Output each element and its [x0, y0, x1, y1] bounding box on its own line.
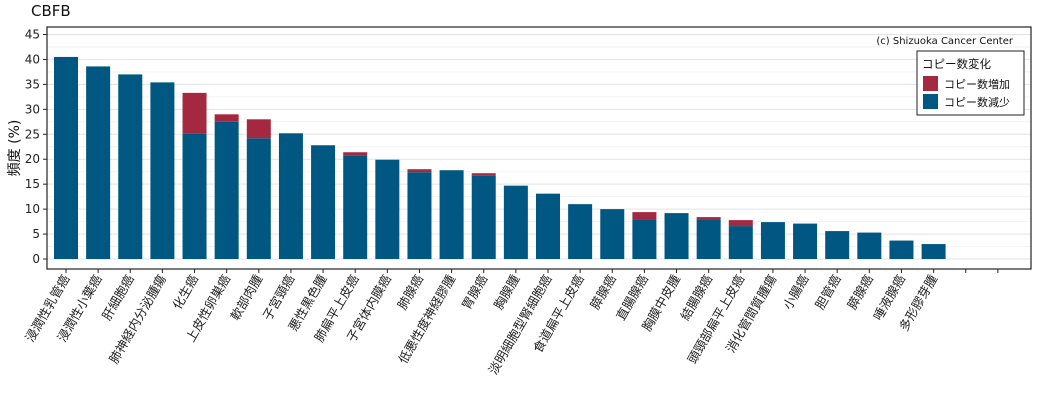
bar-decrease [600, 209, 625, 260]
x-tick-label: 膵腺癌 [844, 272, 876, 312]
bar-increase [246, 119, 271, 139]
grid-lines [47, 33, 1031, 260]
bar-decrease [278, 133, 303, 260]
chart-title: CBFB [31, 2, 71, 20]
bar-decrease [889, 240, 914, 260]
legend-key-decrease [923, 94, 938, 109]
y-tick-label: 40 [25, 52, 40, 66]
bar-decrease [857, 232, 882, 260]
bars [54, 56, 946, 260]
bar-decrease [150, 82, 175, 260]
bar-decrease [182, 133, 207, 260]
bar-decrease [568, 204, 593, 260]
bar-decrease [760, 222, 785, 260]
x-tick-label: 小腸癌 [780, 272, 812, 312]
bar-increase [632, 212, 657, 220]
bar-decrease [246, 138, 271, 260]
bar-decrease [407, 172, 432, 260]
bar-decrease [825, 231, 850, 260]
bar-decrease [311, 145, 336, 260]
y-tick-label: 15 [25, 177, 40, 191]
bar-decrease [343, 155, 368, 260]
bar-decrease [375, 159, 400, 260]
legend: コピー数変化 コピー数増加 コピー数減少 [916, 50, 1025, 116]
y-axis-label: 頻度 (%) [7, 120, 23, 177]
bar-decrease [439, 170, 464, 260]
y-tick-label: 10 [25, 202, 40, 216]
x-tick-label: 胆管癌 [812, 272, 844, 312]
bar-decrease [793, 223, 818, 260]
legend-label-increase: コピー数増加 [944, 78, 1010, 91]
x-tick-label: 胸腺腫 [491, 272, 523, 312]
bar-decrease [118, 74, 143, 260]
x-tick-label: 膵腺癌 [587, 272, 619, 312]
x-tick-label: 化生癌 [169, 272, 201, 312]
bar-increase [728, 220, 753, 227]
y-tick-label: 35 [25, 77, 40, 91]
bar-increase [696, 217, 721, 220]
legend-title: コピー数変化 [922, 57, 991, 71]
bar-increase [343, 152, 368, 156]
x-tick-label: 胃腺癌 [459, 272, 491, 312]
y-tick-label: 45 [25, 27, 40, 41]
bar-decrease [921, 244, 946, 260]
x-tick-label: 肺腺癌 [394, 272, 426, 312]
bar-decrease [536, 193, 560, 260]
y-tick-label: 25 [25, 127, 40, 141]
bar-increase [182, 92, 207, 134]
bar-increase [471, 173, 496, 176]
bar-decrease [503, 185, 528, 260]
y-tick-label: 0 [32, 252, 40, 266]
legend-label-decrease: コピー数減少 [944, 95, 1010, 109]
y-tick-label: 20 [25, 152, 40, 166]
bar-decrease [471, 175, 496, 260]
y-axis: 0 5 10 15 20 25 30 35 40 45 [25, 27, 47, 266]
bar-decrease [632, 219, 657, 260]
bar-decrease [54, 56, 78, 260]
bar-decrease [728, 226, 753, 260]
bar-decrease [86, 66, 111, 260]
bar-decrease [214, 121, 239, 260]
y-tick-label: 5 [32, 227, 40, 241]
bar-decrease [664, 213, 689, 260]
y-tick-label: 30 [25, 102, 40, 116]
legend-key-increase [923, 76, 938, 91]
credit-text: (c) Shizuoka Cancer Center [876, 36, 1014, 47]
plot-frame [46, 26, 1032, 270]
bar-increase [214, 114, 239, 122]
bar-increase [407, 169, 432, 173]
bar-decrease [696, 219, 721, 260]
